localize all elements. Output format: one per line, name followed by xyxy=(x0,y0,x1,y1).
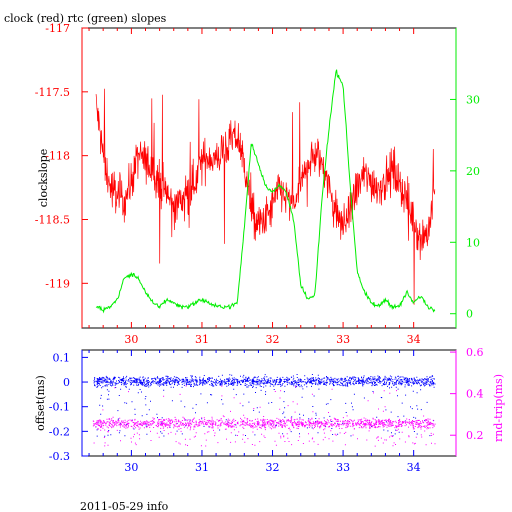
x-tick-label: 32 xyxy=(266,333,280,346)
left-tick-label: 0.1 xyxy=(53,351,71,364)
right-axis-label: rnd-trip(ms) xyxy=(492,374,505,442)
plot-area xyxy=(95,69,436,314)
x-tick-label: 30 xyxy=(124,333,138,346)
right-tick-label: 0 xyxy=(466,308,473,321)
left-tick-label: -0.3 xyxy=(49,450,70,463)
right-tick-label: 30 xyxy=(466,93,480,106)
left-tick-label: -0.1 xyxy=(49,401,70,414)
date-info-label: 2011-05-29 info xyxy=(80,500,169,512)
chart-title: clock (red) rtc (green) slopes xyxy=(4,12,167,25)
x-tick-label: 34 xyxy=(407,333,421,346)
right-tick-label: 10 xyxy=(466,236,480,249)
right-tick-label: 0.2 xyxy=(466,429,484,442)
x-tick-label: 33 xyxy=(336,333,350,346)
left-tick-label: -118.5 xyxy=(35,213,70,226)
left-tick-label: -119 xyxy=(45,277,70,290)
left-axis-label: offset(ms) xyxy=(34,375,47,431)
right-tick-label: 0.4 xyxy=(466,388,484,401)
rtc-slope-series xyxy=(95,69,436,314)
plot-area xyxy=(92,374,436,447)
x-tick-label: 30 xyxy=(124,461,138,474)
x-tick-label: 32 xyxy=(266,461,280,474)
roundtrip-points xyxy=(92,385,436,447)
left-tick-label: 0 xyxy=(63,376,70,389)
x-tick-label: 33 xyxy=(336,461,350,474)
right-tick-label: 20 xyxy=(466,165,480,178)
x-tick-label: 31 xyxy=(195,461,209,474)
top-plot: 30 31 32 33 34 -117 -117.5 -118 -118.5 -119 0 10 20 3… xyxy=(35,22,480,346)
left-axis-label: clockslope xyxy=(37,149,50,207)
clock-slope-series xyxy=(95,88,436,305)
bottom-plot: 30 31 32 33 34 0.1 0 -0.1 -0.2 -0.3 0.6 0.4 0.2 offse… xyxy=(34,346,505,474)
left-tick-label: -118 xyxy=(45,150,70,163)
left-tick-label: -0.2 xyxy=(49,425,70,438)
left-tick-label: -117.5 xyxy=(35,86,70,99)
x-tick-label: 34 xyxy=(407,461,421,474)
left-tick-label: -117 xyxy=(45,22,70,35)
right-tick-label: 0.6 xyxy=(466,346,484,359)
x-tick-label: 31 xyxy=(195,333,209,346)
